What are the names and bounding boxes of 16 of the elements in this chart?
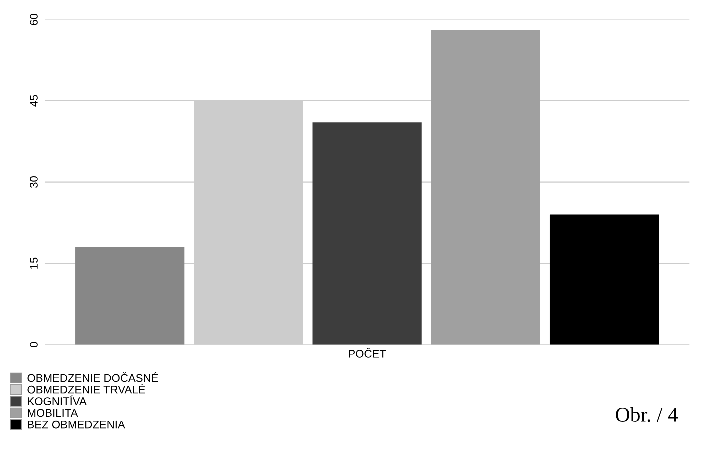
- legend-label: OBMEDZENIE DOČASNÉ: [28, 372, 158, 382]
- legend-label: MOBILITA: [28, 409, 78, 418]
- bar: [312, 122, 422, 345]
- text: Obr. / 4: [616, 407, 678, 422]
- legend-label: BEZ OBMEDZENIA: [28, 420, 126, 429]
- legend-label: OBMEDZENIE TRVALÉ: [28, 384, 146, 394]
- bar: [431, 30, 540, 345]
- bar: [76, 247, 185, 345]
- y-tick-label: 30: [30, 176, 38, 188]
- legend-label: KOGNITÍVA: [28, 396, 87, 406]
- y-tick-label: 15: [30, 258, 38, 269]
- bar: [550, 214, 660, 345]
- y-tick-label: 60: [30, 14, 38, 26]
- y-tick-label: 45: [30, 95, 38, 107]
- y-tick-label: 0: [30, 342, 38, 348]
- x-tick-label: POČET: [349, 348, 386, 358]
